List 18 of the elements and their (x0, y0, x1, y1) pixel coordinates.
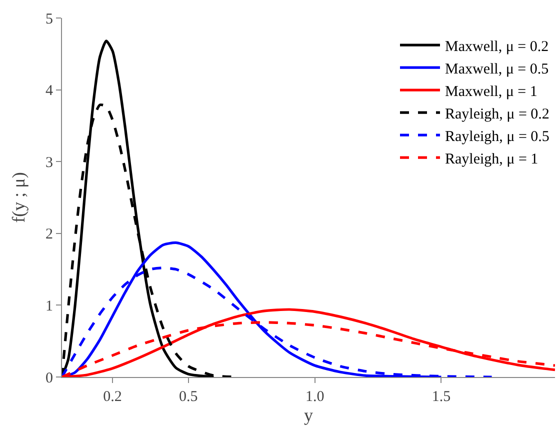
legend-label: Maxwell, μ = 1 (445, 84, 538, 100)
y-tick-label: 2 (46, 226, 53, 243)
legend-label: Rayleigh, μ = 0.5 (445, 128, 550, 145)
x-axis-title: y (304, 405, 313, 426)
x-tick-label: 1.0 (305, 389, 324, 405)
legend-label: Rayleigh, μ = 0.2 (445, 106, 550, 122)
y-tick-label: 4 (46, 83, 54, 100)
y-axis-title: f(y ; μ) (8, 172, 29, 223)
legend-label: Rayleigh, μ = 1 (445, 151, 538, 168)
y-tick-label: 1 (46, 298, 53, 314)
legend-label: Maxwell, μ = 0.5 (445, 61, 549, 78)
y-tick-label: 3 (46, 154, 53, 171)
legend-label: Maxwell, μ = 0.2 (445, 38, 549, 55)
x-tick-label: 0.2 (103, 389, 122, 405)
y-tick-label: 5 (46, 11, 53, 28)
x-tick-label: 0.5 (179, 389, 198, 405)
x-tick-label: 1.5 (432, 389, 451, 405)
y-tick-label: 0 (46, 370, 53, 386)
